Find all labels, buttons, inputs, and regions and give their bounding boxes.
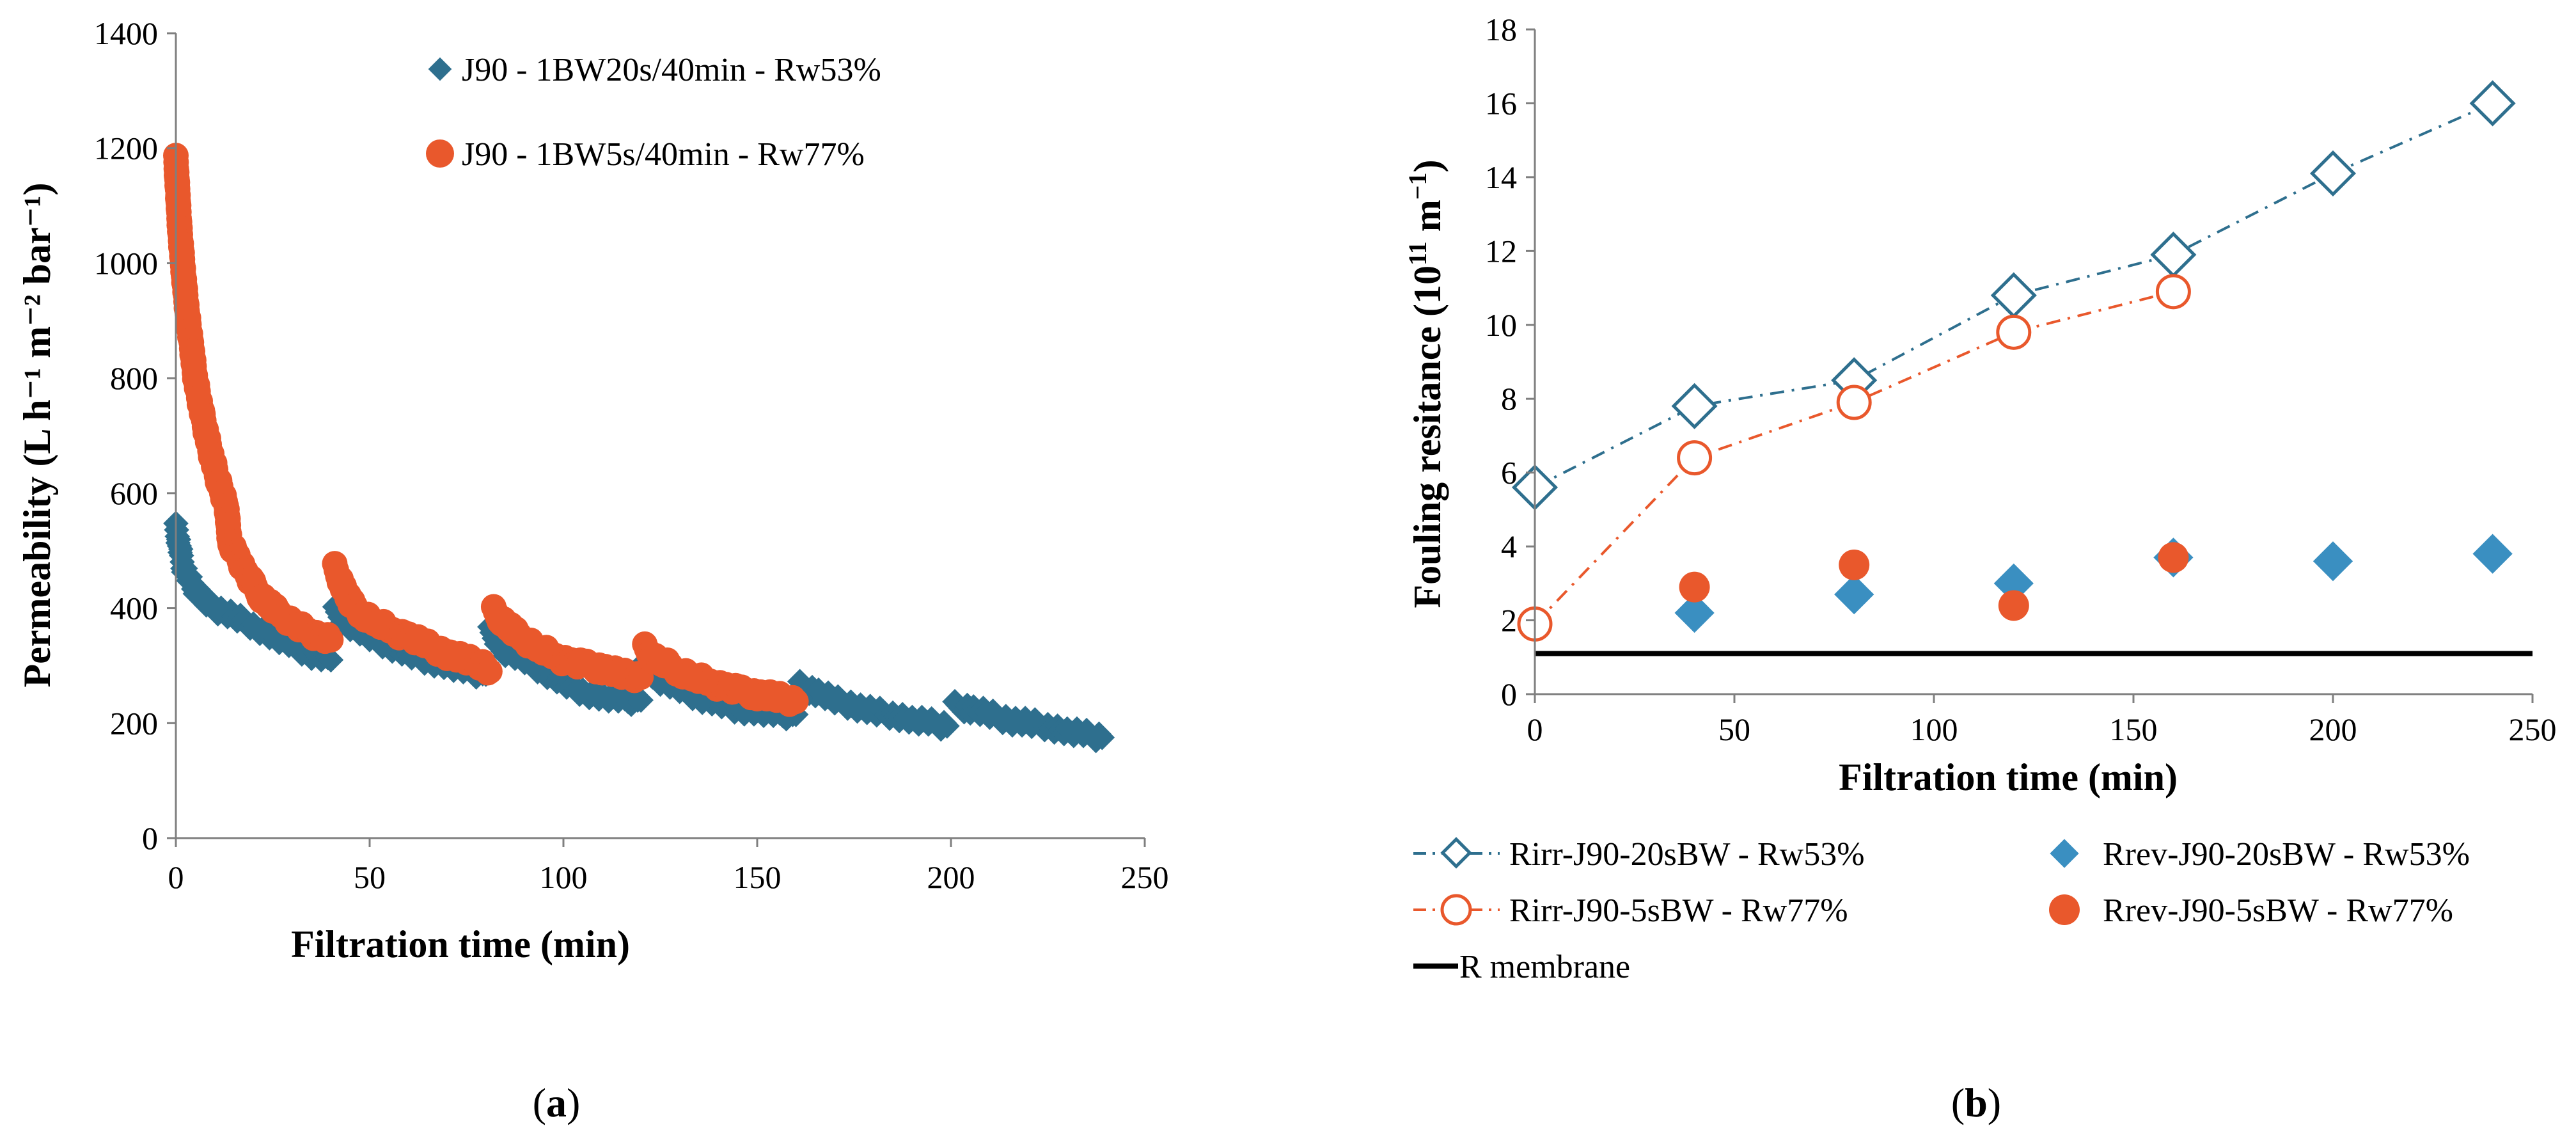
panel-a-x-tick-label: 250	[1121, 859, 1169, 895]
panel-a-marks	[163, 143, 1115, 754]
panel-a-y-tick-label: 400	[110, 591, 158, 626]
panel-a-tick-labels: 0 200 400 600 800 1000 1200 1400 0 50 100 150 200 250	[94, 15, 1169, 895]
panel-b-series-lines	[1534, 102, 2494, 625]
panel-b-x-tick-label: 100	[1910, 711, 1958, 747]
panel-b-y-tick-label: 16	[1485, 85, 1517, 121]
panel-b-y-tick-label: 4	[1501, 528, 1517, 564]
panel-b-y-tick-label: 6	[1501, 455, 1517, 491]
rrev-20s-point	[2313, 541, 2353, 582]
panel-b-y-tick-label: 2	[1501, 603, 1517, 638]
panel-b-x-tick-label: 250	[2509, 711, 2557, 747]
series-rirr-j90-20sbw-rw53--points	[1511, 80, 2516, 511]
legend-label-r-membrane: R membrane	[1459, 949, 1630, 985]
panel-b-y-tick-label: 0	[1501, 676, 1517, 712]
legend-swatch-rirr-20s	[1413, 837, 1500, 869]
panel-b-legend: Rirr-J90-20sBW - Rw53% Rrev-J90-20sBW - …	[1413, 836, 2470, 985]
series-j90-5s-points	[163, 143, 809, 717]
panel-b-y-tick-label: 18	[1485, 12, 1517, 47]
permeability-point	[628, 687, 654, 713]
panel-b-y-tick-label: 12	[1485, 233, 1517, 269]
panel-a-y-tick-label: 1200	[94, 131, 158, 166]
rirr-20s-point	[2309, 150, 2357, 197]
rrev-5s-point	[2158, 542, 2189, 573]
panel-a-x-tick-label: 50	[354, 859, 386, 895]
panel-b-tick-labels: 0 2 4 6 8 10 12 14 16 18 0 50 100 150 200 250	[1485, 12, 2557, 747]
panel-a-y-axis-title: Permeability (L h⁻¹ m⁻² bar⁻¹)	[16, 183, 58, 688]
panel-b-x-tick-label: 150	[2110, 711, 2158, 747]
panel-a-y-tick-label: 1400	[94, 15, 158, 51]
permeability-point	[318, 626, 344, 653]
rirr-5s-point	[2155, 274, 2191, 310]
legend-label-rrev-5s: Rrev-J90-5sBW - Rw77%	[2103, 892, 2453, 929]
panel-b-label: (b)	[1951, 1080, 2001, 1125]
series-rirr-j90-5sbw-rw77--points	[1517, 274, 2191, 642]
panel-b-y-tick-label: 8	[1501, 381, 1517, 416]
rrev-5s-point	[1839, 549, 1870, 580]
permeability-point	[934, 713, 960, 739]
rrev-20s-point	[1834, 575, 1874, 615]
rrev-5s-point	[1998, 590, 2029, 621]
panel-a-legend: J90 - 1BW20s/40min - Rw53% J90 - 1BW5s/4…	[426, 52, 881, 173]
panel-b-chart: 0 2 4 6 8 10 12 14 16 18 0 50 100 150 200 250 Filtratio…	[1403, 12, 2557, 1125]
legend-swatch-rirr-5s	[1413, 894, 1500, 926]
rrev-20s-point	[1674, 592, 1715, 633]
panel-a-label: (a)	[533, 1080, 581, 1125]
panel-a-y-tick-label: 800	[110, 360, 158, 396]
panel-a-y-tick-label: 600	[110, 475, 158, 511]
panel-b-marks	[1511, 80, 2516, 642]
panel-b-y-tick-label: 10	[1485, 307, 1517, 343]
panel-a-y-tick-label: 1000	[94, 245, 158, 281]
legend-label-rrev-20s: Rrev-J90-20sBW - Rw53%	[2103, 836, 2470, 873]
legend-label-j90-5s: J90 - 1BW5s/40min - Rw77%	[462, 136, 865, 173]
legend-swatch-j90-20s	[428, 57, 452, 81]
panel-b-x-axis-title: Filtration time (min)	[1839, 756, 2178, 798]
series-rev-j90-20sbw-rw53--points	[1674, 534, 2513, 633]
panel-a-x-tick-label: 0	[168, 859, 184, 895]
rirr-20s-point	[1990, 272, 2037, 319]
permeability-point	[783, 688, 809, 715]
legend-swatch-rrev-5s	[2049, 894, 2080, 925]
panel-b-x-tick-label: 0	[1527, 711, 1543, 747]
rirr-20s-point	[2469, 80, 2516, 127]
series-rrev-j90-5sbw-rw77--points	[1679, 542, 2189, 621]
panel-a-x-axis-title: Filtration time (min)	[291, 923, 630, 965]
permeability-point	[1089, 724, 1115, 750]
legend-label-rirr-5s: Rirr-J90-5sBW - Rw77%	[1509, 892, 1848, 929]
rrev-20s-point	[1993, 563, 2034, 603]
rrev-5s-point	[1679, 571, 1710, 603]
panel-b-y-axis-title: Fouling resitance (1011 m−1)	[1403, 159, 1449, 608]
panel-a-chart: 0 200 400 600 800 1000 1200 1400 0 50 100 150 200 250…	[16, 15, 1169, 1125]
panel-a-x-tick-label: 200	[927, 859, 975, 895]
panel-b-x-tick-label: 50	[1718, 711, 1750, 747]
rirr-20s-point	[1671, 383, 1718, 429]
rirr-5s-point	[1836, 385, 1872, 420]
rirr-5s-point	[1677, 440, 1713, 476]
permeability-point	[476, 658, 503, 685]
legend-swatch-j90-5s	[426, 139, 454, 168]
legend-label-j90-20s: J90 - 1BW20s/40min - Rw53%	[462, 52, 881, 88]
panel-b-y-tick-label: 14	[1485, 159, 1517, 195]
panel-a-x-tick-label: 100	[540, 859, 588, 895]
panel-a-x-tick-label: 150	[734, 859, 781, 895]
panel-a-y-tick-label: 0	[142, 820, 158, 856]
rirr-5s-point	[1996, 314, 2032, 350]
legend-swatch-rrev-20s	[2050, 839, 2079, 868]
panel-b-axes	[1526, 28, 2534, 703]
legend-label-rirr-20s: Rirr-J90-20sBW - Rw53%	[1509, 836, 1865, 873]
panel-a-axes	[167, 32, 1146, 847]
rrev-20s-point	[2472, 534, 2513, 574]
panel-b-x-tick-label: 200	[2309, 711, 2357, 747]
panel-a-y-tick-label: 200	[110, 705, 158, 741]
rirr-20s-point	[2150, 232, 2197, 278]
